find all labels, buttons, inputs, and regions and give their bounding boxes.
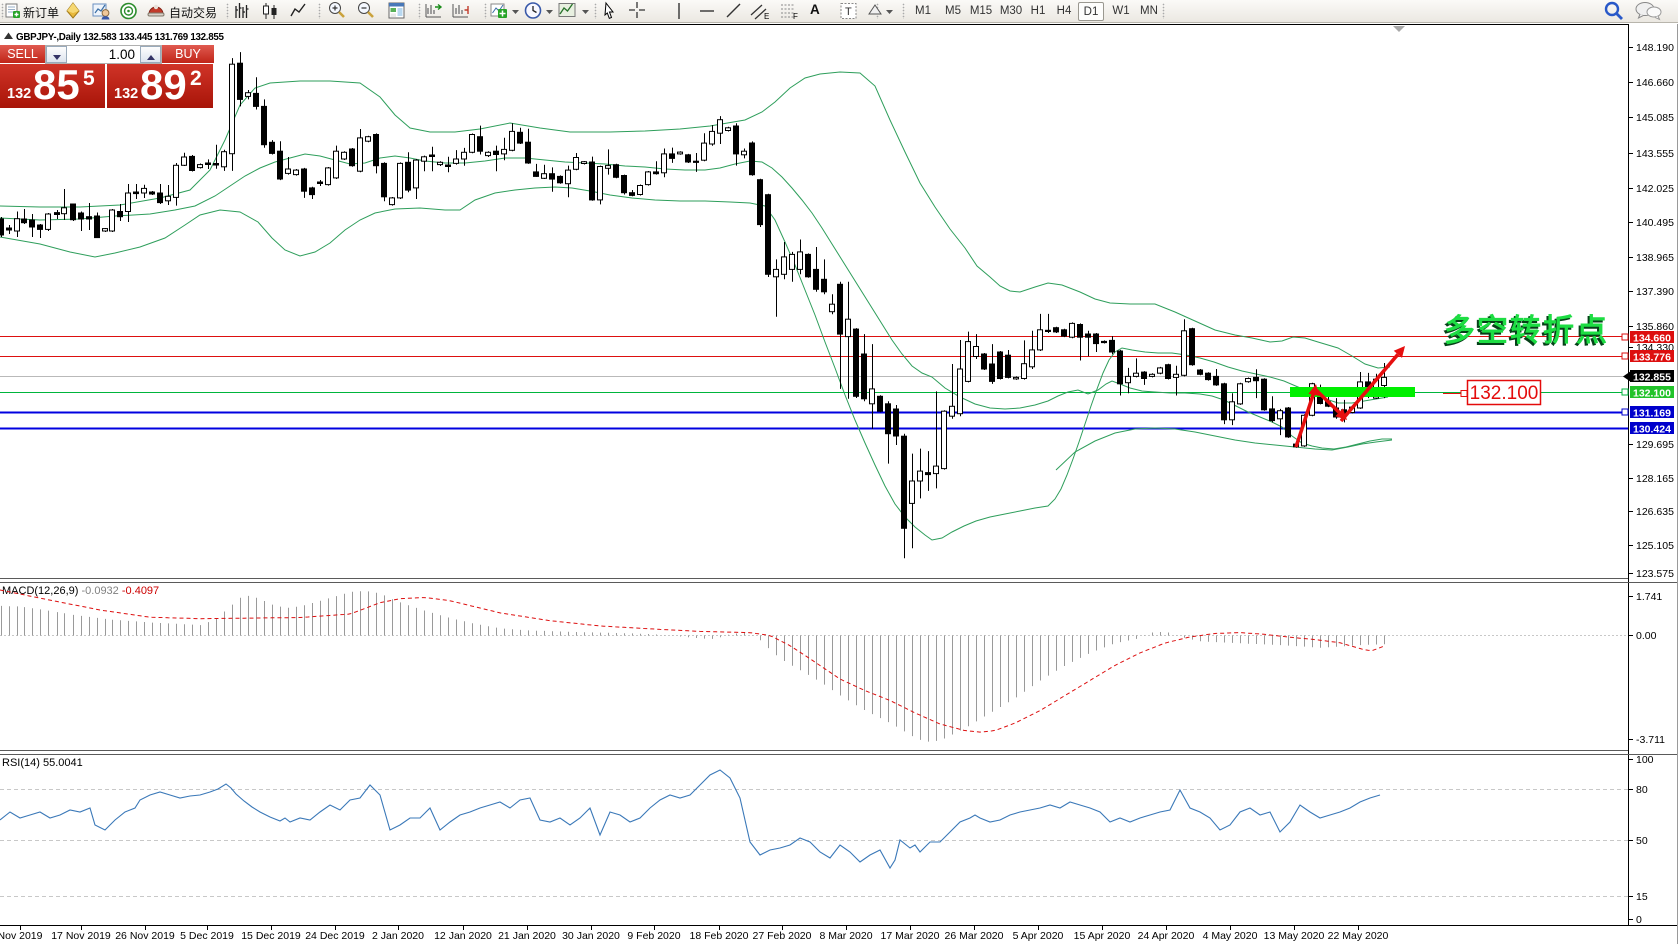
svg-text:138.965: 138.965 [1636, 252, 1674, 264]
svg-text:128.165: 128.165 [1636, 473, 1674, 485]
svg-text:26 Mar 2020: 26 Mar 2020 [945, 930, 1004, 942]
svg-text:142.025: 142.025 [1636, 183, 1674, 195]
svg-text:146.660: 146.660 [1636, 77, 1674, 89]
svg-text:140.495: 140.495 [1636, 217, 1674, 229]
svg-text:15: 15 [1636, 891, 1648, 903]
svg-text:5 Apr 2020: 5 Apr 2020 [1013, 930, 1064, 942]
svg-text:2 Jan 2020: 2 Jan 2020 [372, 930, 424, 942]
svg-text:132.100: 132.100 [1470, 383, 1539, 404]
svg-text:15 Dec 2019: 15 Dec 2019 [241, 930, 301, 942]
svg-text:133.776: 133.776 [1633, 352, 1671, 364]
svg-text:22 May 2020: 22 May 2020 [1328, 930, 1389, 942]
svg-text:-3.711: -3.711 [1636, 734, 1665, 746]
svg-text:15 Apr 2020: 15 Apr 2020 [1074, 930, 1131, 942]
svg-text:80: 80 [1636, 784, 1648, 796]
svg-text:26 Nov 2019: 26 Nov 2019 [115, 930, 175, 942]
svg-text:148.190: 148.190 [1636, 42, 1674, 54]
svg-text:24 Apr 2020: 24 Apr 2020 [1138, 930, 1195, 942]
svg-text:100: 100 [1636, 754, 1654, 766]
svg-text:4 May 2020: 4 May 2020 [1203, 930, 1258, 942]
svg-text:RSI(14) 55.0041: RSI(14) 55.0041 [2, 757, 83, 769]
svg-text:24 Dec 2019: 24 Dec 2019 [305, 930, 365, 942]
svg-text:30 Jan 2020: 30 Jan 2020 [562, 930, 620, 942]
svg-text:135.860: 135.860 [1636, 321, 1674, 333]
svg-text:130.424: 130.424 [1633, 424, 1671, 436]
svg-text:134.660: 134.660 [1633, 333, 1671, 345]
svg-text:Nov 2019: Nov 2019 [0, 930, 43, 942]
svg-text:9 Feb 2020: 9 Feb 2020 [627, 930, 680, 942]
svg-text:17 Nov 2019: 17 Nov 2019 [51, 930, 111, 942]
svg-text:12 Jan 2020: 12 Jan 2020 [434, 930, 492, 942]
svg-text:132.100: 132.100 [1633, 388, 1671, 400]
svg-text:E: E [764, 12, 769, 21]
svg-text:T: T [845, 6, 852, 18]
svg-text:145.085: 145.085 [1636, 112, 1674, 124]
svg-text:123.575: 123.575 [1636, 568, 1674, 580]
svg-text:F: F [793, 12, 798, 21]
svg-text:143.555: 143.555 [1636, 148, 1674, 160]
svg-text:13 May 2020: 13 May 2020 [1264, 930, 1325, 942]
svg-text:137.390: 137.390 [1636, 286, 1674, 298]
svg-text:50: 50 [1636, 835, 1648, 847]
svg-text:126.635: 126.635 [1636, 506, 1674, 518]
svg-text:8 Mar 2020: 8 Mar 2020 [819, 930, 872, 942]
svg-text:21 Jan 2020: 21 Jan 2020 [498, 930, 556, 942]
svg-text:0.00: 0.00 [1636, 630, 1657, 642]
svg-text:1.741: 1.741 [1636, 591, 1662, 603]
svg-text:5 Dec 2019: 5 Dec 2019 [180, 930, 234, 942]
svg-text:131.169: 131.169 [1633, 408, 1671, 420]
svg-text:129.695: 129.695 [1636, 439, 1674, 451]
svg-text:18 Feb 2020: 18 Feb 2020 [690, 930, 749, 942]
svg-text:MACD(12,26,9) -0.0932 -0.4097: MACD(12,26,9) -0.0932 -0.4097 [2, 585, 159, 597]
svg-text:多空转折点: 多空转折点 [1444, 313, 1609, 348]
svg-text:GBPJPY-,Daily 132.583 133.445: GBPJPY-,Daily 132.583 133.445 131.769 13… [16, 32, 224, 43]
svg-text:0: 0 [1636, 914, 1642, 926]
svg-text:17 Mar 2020: 17 Mar 2020 [881, 930, 940, 942]
svg-text:125.105: 125.105 [1636, 540, 1674, 552]
svg-text:多空转折点: 多空转折点 [1442, 315, 1607, 350]
svg-text:132.855: 132.855 [1633, 372, 1671, 384]
svg-text:27 Feb 2020: 27 Feb 2020 [753, 930, 812, 942]
